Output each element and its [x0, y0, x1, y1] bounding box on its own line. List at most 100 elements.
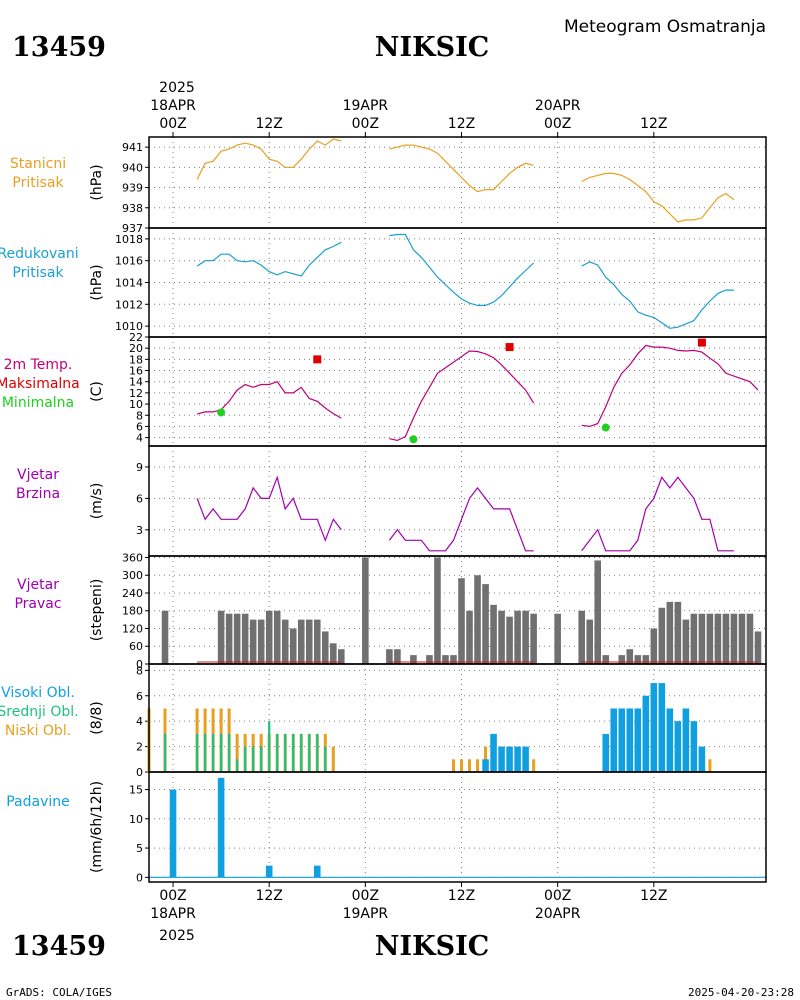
wind-direction-bar [257, 619, 265, 664]
series-line [196, 138, 342, 180]
panel-label-line: Visoki Obl. [1, 685, 75, 701]
panel-label-line: Stanicni [10, 156, 66, 172]
panel-precipitation: 0 5 10 15 (mm/6h/12h) Padavine [6, 771, 767, 884]
cloud-bar [532, 759, 536, 772]
y-tick-label: 5 [136, 842, 143, 855]
panel-label-line: Vjetar [17, 577, 59, 593]
wind-direction-bar [514, 610, 521, 664]
wind-direction-bar [426, 655, 433, 664]
wind-direction-bar [682, 619, 690, 664]
precip-bar [265, 865, 273, 878]
wind-direction-bar [313, 619, 321, 664]
wind-direction-bar [618, 655, 626, 664]
wind-direction-bar [289, 628, 297, 664]
y-tick-label: 60 [129, 640, 143, 653]
cloud-bar [324, 746, 327, 772]
cloud-bar [163, 733, 167, 772]
axis-unit-label: (hPa) [89, 164, 105, 200]
y-tick-label: 180 [122, 605, 143, 618]
wind-direction-bar [338, 649, 345, 664]
cloud-bar [482, 759, 489, 772]
wind-direction-bar [706, 613, 714, 664]
panel-label-line: Redukovani [0, 246, 79, 262]
cloud-bar [260, 746, 263, 772]
top-day-label: 18APR [150, 98, 196, 114]
cloud-bar [308, 733, 311, 772]
bottom-day-label: 19APR [343, 906, 389, 922]
cloud-bar [658, 683, 666, 772]
wind-direction-bar [666, 601, 674, 664]
top-tick-label: 00Z [544, 116, 571, 132]
panel-label-line: Niski Obl. [5, 723, 71, 739]
cloud-bar [506, 746, 513, 772]
panel-frame [148, 771, 767, 883]
panel-frame [148, 663, 767, 773]
wind-direction-bar [586, 619, 593, 664]
y-tick-label: 0 [136, 658, 143, 671]
wind-direction-bar [594, 560, 602, 664]
tmax-marker [505, 343, 514, 352]
wind-direction-bar [386, 649, 393, 664]
axis-unit-label: (mm/6h/12h) [89, 781, 105, 873]
cloud-bar [682, 708, 690, 772]
cloud-bar [514, 746, 521, 772]
y-tick-label: 0 [136, 766, 143, 779]
cloud-bar [642, 695, 650, 772]
y-tick-label: 300 [122, 569, 143, 582]
panel-frame [148, 227, 767, 338]
y-tick-label: 120 [122, 622, 143, 635]
axis-unit-label: (hPa) [89, 264, 105, 300]
y-tick-label: 1018 [115, 233, 143, 246]
tmax-marker [697, 338, 706, 347]
y-tick-label: 16 [129, 365, 143, 378]
cloud-bar [316, 733, 319, 772]
wind-direction-bar [674, 601, 682, 664]
wind-direction-bar [273, 610, 281, 664]
tmin-marker [409, 435, 418, 444]
top-tick-label: 00Z [352, 116, 379, 132]
wind-direction-bar [746, 613, 754, 664]
wind-direction-bar [642, 655, 650, 664]
wind-direction-bar [297, 619, 305, 664]
station-id-top: 13459 [12, 32, 106, 63]
y-tick-label: 10 [129, 398, 143, 411]
cloud-bar [195, 733, 199, 772]
y-tick-label: 22 [129, 331, 143, 344]
wind-direction-bar [249, 619, 257, 664]
cloud-bar [708, 759, 712, 772]
y-tick-label: 0 [136, 871, 143, 884]
cloud-bar [219, 733, 223, 772]
axis-unit-label: (8/8) [89, 701, 105, 734]
bottom-tick-label: 00Z [544, 888, 571, 904]
y-tick-label: 18 [129, 353, 143, 366]
cloud-bar [228, 733, 231, 772]
series-line [389, 350, 535, 442]
station-name-top: NIKSIC [375, 32, 489, 63]
station-id-bottom: 13459 [12, 931, 106, 962]
cloud-bar [268, 721, 271, 772]
precip-bar [169, 789, 177, 878]
cloud-bar [467, 759, 472, 772]
y-tick-label: 2 [136, 741, 143, 754]
top-day-label: 20APR [535, 98, 581, 114]
cloud-bar [698, 746, 706, 772]
y-tick-label: 360 [122, 551, 143, 564]
bottom-tick-label: 12Z [255, 888, 282, 904]
panel-wind-speed: 3 6 9 (m/s) Vjetar Brzina [16, 445, 767, 557]
y-tick-label: 6 [136, 420, 143, 433]
cloud-bar [252, 746, 255, 772]
axis-unit-label: (stepeni) [89, 579, 105, 642]
series-line [581, 172, 735, 223]
wind-direction-bar [754, 631, 762, 664]
time-axis: 00Z 00Z 12Z 12Z 00Z 00Z 12Z 12Z 00Z 00Z 12Z 12Z 18AP… [150, 98, 667, 922]
cloud-bar [610, 708, 618, 772]
panel-wind-direction: 0 60 120 180 240 300 360 (stepeni) Vjetar Pravac [14, 551, 767, 671]
footer-left: GrADS: COLA/IGES [6, 986, 112, 999]
axis-unit-label: (C) [89, 381, 105, 402]
panel-label-line: Brzina [16, 486, 60, 502]
y-tick-label: 937 [122, 222, 143, 235]
cloud-bar [236, 759, 239, 772]
y-tick-label: 939 [122, 182, 143, 195]
bottom-tick-label: 00Z [159, 888, 186, 904]
panel-label-line: Padavine [6, 794, 70, 810]
